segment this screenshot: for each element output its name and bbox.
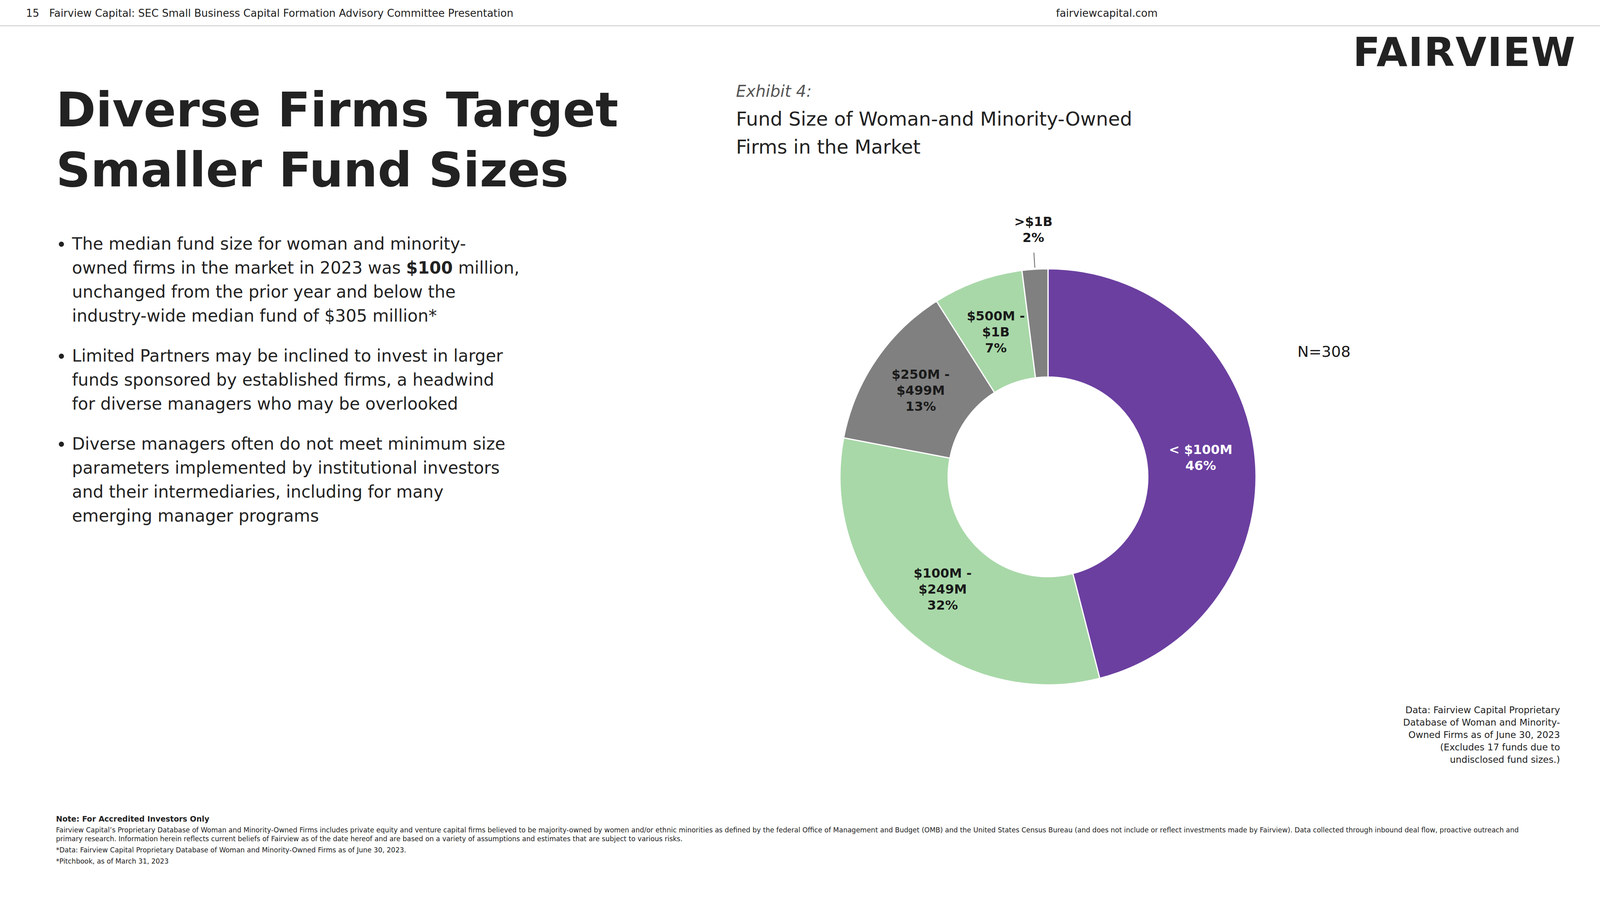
data-labels: < $100M46% $100M -$249M32% $250M -$499M13%…: [891, 214, 1233, 613]
slice: [1022, 268, 1048, 378]
footer-note: *Data: Fairview Capital Proprietary Data…: [56, 845, 1544, 855]
data-label-line: 7%: [984, 340, 1007, 356]
bullet-emphasis: $100: [406, 258, 453, 278]
logo: FAIRVIEW: [1352, 28, 1576, 76]
annotation: N=308: [1297, 342, 1351, 361]
data-label: >$1B2%: [1014, 214, 1053, 246]
data-label-line: $499M: [896, 382, 945, 398]
data-label: $500M -$1B7%: [966, 308, 1025, 356]
data-label-line: $500M -: [966, 308, 1025, 324]
header-text: 15 Fairview Capital: SEC Small Business …: [26, 7, 514, 20]
data-label-line: $250M -: [891, 366, 950, 382]
data-label: < $100M46%: [1168, 442, 1233, 474]
leader-line: [1034, 252, 1035, 268]
bullet-list: The median fund size for woman and minor…: [43, 232, 732, 544]
data-label-line: 46%: [1185, 458, 1216, 474]
data-label-line: 13%: [905, 398, 936, 414]
data-label-line: < $100M: [1168, 442, 1233, 458]
data-label: $100M -$249M32%: [913, 565, 972, 613]
bullet-text: Limited Partners may be inclined to inve…: [72, 346, 503, 414]
chart-title: Fund Size of Woman-and Minority-Owned Fi…: [736, 104, 1132, 161]
chart: < $100M46% $100M -$249M32% $250M -$499M13%…: [0, 0, 1600, 900]
footer-note: Fairview Capital’s Proprietary Database …: [56, 825, 1544, 844]
data-label-line: $249M: [918, 581, 967, 597]
data-label-line: >$1B: [1014, 214, 1053, 230]
slice: [936, 270, 1036, 393]
footer-note: Note: For Accredited Investors Only: [56, 814, 1544, 824]
data-label-line: 2%: [1022, 230, 1044, 246]
footer-note: *Pitchbook, as of March 31, 2023: [56, 856, 1544, 866]
footer: Note: For Accredited Investors OnlyFairv…: [56, 814, 1544, 868]
slice: [840, 438, 1100, 685]
bullet: Limited Partners may be inclined to inve…: [72, 344, 732, 416]
bullet-text: Diverse managers often do not meet minim…: [72, 434, 506, 526]
data-label-line: $100M -: [913, 565, 972, 581]
data-label-line: $1B: [982, 324, 1010, 340]
slices: [840, 268, 1256, 685]
header-right: fairviewcapital.com: [1056, 7, 1158, 20]
data-label: $250M -$499M13%: [891, 366, 950, 414]
bullet: The median fund size for woman and minor…: [72, 232, 732, 328]
data-label-line: 32%: [927, 597, 958, 613]
exhibit-label: Exhibit 4:: [736, 82, 812, 101]
page: {"header_text": "15 Fairview Capital: SE…: [0, 0, 1600, 900]
bullet: Diverse managers often do not meet minim…: [72, 432, 732, 528]
annotation: Data: Fairview Capital Proprietary Datab…: [1403, 704, 1560, 766]
slice: [1048, 268, 1256, 679]
page-title: Diverse Firms Target Smaller Fund Sizes: [56, 80, 619, 200]
slice: [843, 301, 995, 458]
